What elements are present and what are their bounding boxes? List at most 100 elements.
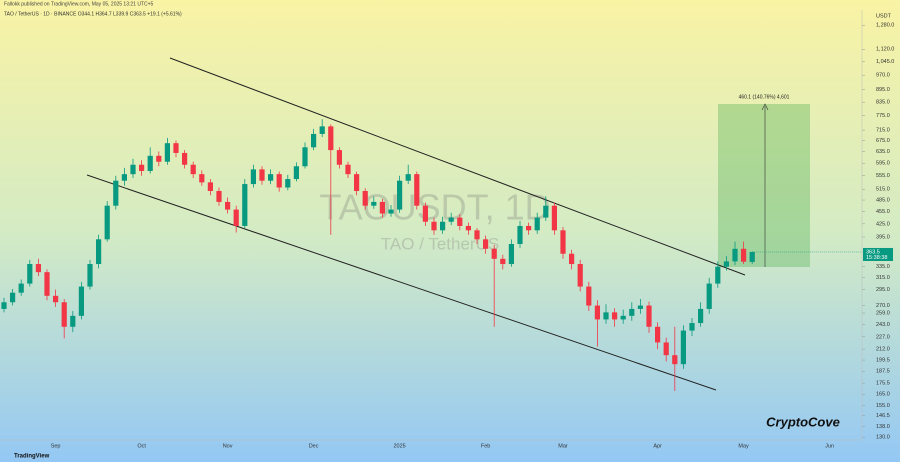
candle-body [319,126,325,134]
y-tick-label: 485.0 [876,198,890,204]
y-tick-label: 555.0 [876,173,890,179]
y-tick-label: 970.0 [876,73,890,79]
candle-body [268,174,274,181]
candle-body [336,150,342,165]
upper-trendline [169,57,746,276]
candle-body [629,308,635,316]
candle-body [551,205,557,231]
y-tick-label: 1,045.0 [876,59,894,65]
candle-body [457,217,463,226]
candle-body [465,225,471,231]
x-tick-label: Jun [825,443,834,449]
candle-body [414,174,420,206]
candle-body [508,243,514,265]
y-tick-label: 715.0 [876,128,890,134]
candle-body [44,272,50,296]
axis-unit: USDT [876,13,892,19]
y-tick-label: 425.0 [876,221,890,227]
y-tick-label: 675.0 [876,138,890,144]
candle-body [199,174,205,183]
x-tick-label: Mar [558,443,568,449]
last-price-box [863,247,893,261]
candle-body [672,355,678,365]
candle-body [560,230,566,254]
candle-body [328,126,334,151]
candle-body [440,221,446,231]
candle-body [577,264,583,287]
candle-body [491,248,497,259]
candle-body [397,180,403,210]
candle-body [293,166,299,180]
candle-body [526,225,532,231]
candle-body [285,179,291,188]
candle-body [749,251,755,262]
x-tick-label: Nov [223,443,233,449]
y-tick-label: 138.0 [876,424,890,430]
candle-body [371,201,377,206]
candle-body [53,295,59,303]
y-tick-label: 515.0 [876,187,890,193]
candle-body [216,190,222,202]
y-tick-label: 775.0 [876,113,890,119]
candle-body [723,261,729,267]
candle-body [689,323,695,331]
y-tick-label: 295.0 [876,287,890,293]
candle-body [78,286,84,316]
candle-body [61,302,67,327]
y-tick-label: 595.0 [876,161,890,167]
y-tick-label: 212.0 [876,347,890,353]
candle-body [534,217,540,231]
candle-body [362,190,368,206]
y-tick-label: 635.0 [876,149,890,155]
y-tick-label: 455.0 [876,209,890,215]
candle-body [156,155,162,162]
brand: TradingView [14,454,50,460]
x-tick-label: Dec [309,443,319,449]
y-tick-label: 146.5 [876,413,890,419]
candle-body [422,205,428,222]
candle-body [242,184,248,226]
candle-body [655,326,661,343]
candle-body [680,330,686,365]
candle-body [139,164,145,171]
y-tick-label: 1,120.0 [876,47,894,53]
x-tick-label: Oct [137,443,146,449]
candle-body [345,164,351,175]
candle-body [388,209,394,214]
y-tick-label: 155.0 [876,403,890,409]
candle-body [612,312,618,320]
y-tick-label: 227.0 [876,334,890,340]
candle-body [1,302,7,309]
candle-body [448,217,454,222]
candle-body [500,258,506,265]
y-tick-label: 315.0 [876,275,890,281]
candle-body [302,147,308,167]
x-tick-label: Apr [653,443,662,449]
candle-body [698,308,704,324]
candle-body [646,305,652,327]
watermark: TAOUSDT, 1D [319,187,550,228]
candle-body [225,201,231,210]
publisher: Fallokk published on TradingView.com, Ma… [4,1,154,7]
measure-label: 460.1 (140.76%) 4,601 [739,94,790,100]
y-tick-label: 259.0 [876,310,890,316]
candle-body [121,174,127,181]
countdown: 15:38:38 [866,255,887,261]
y-tick-label: 895.0 [876,87,890,93]
x-tick-label: Sep [51,443,61,449]
candle-body [637,305,643,309]
candle-body [594,305,600,320]
candle-body [35,264,41,273]
candle-body [113,180,119,206]
y-tick-label: 165.0 [876,392,890,398]
y-tick-label: 1,280.0 [876,23,894,29]
candle-body [10,292,16,303]
candle-body [96,239,102,265]
y-tick-label: 199.5 [876,358,890,364]
candle-body [276,174,282,188]
candle-body [663,342,669,356]
candle-body [311,133,317,148]
candle-body [405,174,411,181]
